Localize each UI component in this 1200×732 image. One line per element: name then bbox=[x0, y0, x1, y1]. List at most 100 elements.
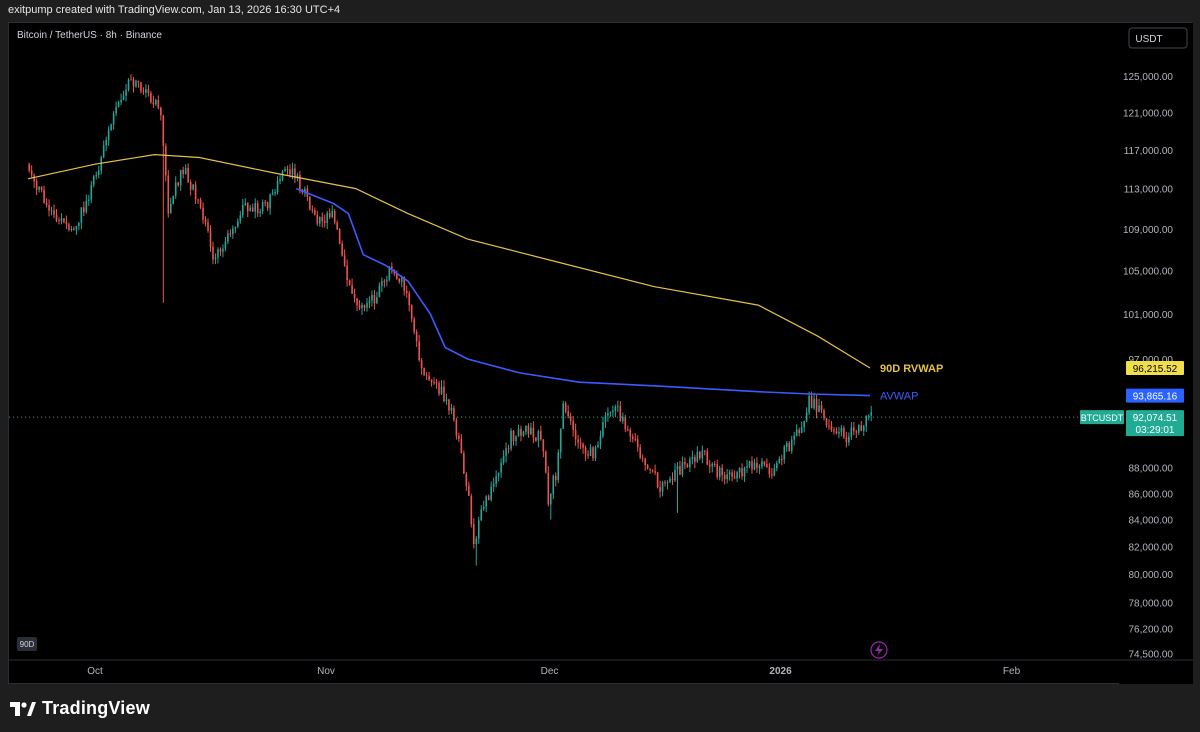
bullish-candle bbox=[70, 225, 73, 232]
bearish-candle bbox=[132, 77, 135, 93]
bearish-candle bbox=[679, 460, 681, 476]
currency-button[interactable]: USDT bbox=[1128, 27, 1188, 49]
candle-body bbox=[58, 220, 60, 222]
bearish-candle bbox=[564, 401, 567, 414]
bullish-candle bbox=[803, 420, 805, 433]
candle-body bbox=[309, 196, 311, 210]
bearish-candle bbox=[520, 425, 522, 442]
bullish-candle bbox=[597, 441, 599, 449]
candle-body bbox=[346, 265, 348, 281]
bullish-candle bbox=[758, 464, 761, 474]
candle-body bbox=[271, 193, 274, 195]
candle-body bbox=[55, 214, 58, 221]
candle-body bbox=[540, 431, 542, 440]
y-tick-label: 125,000.00 bbox=[1123, 72, 1173, 83]
bullish-candle bbox=[38, 186, 40, 193]
bearish-candle bbox=[629, 427, 632, 442]
price-chart[interactable]: 125,000.00 121,000.00 117,000.00 113,000.00… bbox=[9, 23, 1193, 685]
bearish-candle bbox=[535, 437, 537, 443]
candle-body bbox=[83, 207, 85, 213]
bullish-candle bbox=[214, 253, 217, 265]
bearish-candle bbox=[246, 202, 249, 218]
candle-body bbox=[843, 427, 845, 438]
bearish-candle bbox=[346, 259, 348, 287]
bearish-candle bbox=[182, 166, 184, 179]
candle-body bbox=[418, 341, 420, 361]
candle-body bbox=[232, 228, 234, 235]
candle-body bbox=[366, 302, 368, 308]
bearish-candle bbox=[572, 415, 574, 437]
candle-body bbox=[721, 467, 723, 476]
candle-body bbox=[150, 92, 152, 103]
candle-body bbox=[219, 249, 222, 252]
bearish-candle bbox=[435, 379, 438, 389]
candle-body bbox=[641, 457, 644, 459]
bearish-candle bbox=[853, 421, 855, 436]
bullish-candle bbox=[192, 184, 194, 191]
bearish-candle bbox=[706, 448, 709, 466]
bearish-candle bbox=[408, 290, 411, 312]
bearish-candle bbox=[624, 414, 627, 433]
bullish-candle bbox=[284, 166, 286, 173]
bearish-candle bbox=[428, 372, 430, 381]
candle-body bbox=[607, 413, 609, 416]
candle-body bbox=[117, 102, 120, 107]
candle-body bbox=[304, 188, 306, 193]
symbol-tag-bg bbox=[1080, 410, 1124, 425]
bearish-candle bbox=[731, 469, 733, 482]
bearish-candle bbox=[189, 179, 192, 196]
bearish-candle bbox=[751, 456, 753, 474]
candle-body bbox=[703, 450, 706, 452]
candle-body bbox=[468, 486, 470, 496]
candle-body bbox=[780, 458, 783, 460]
candle-body bbox=[274, 191, 276, 194]
y-tick-label: 105,000.00 bbox=[1123, 267, 1173, 278]
candle-body bbox=[751, 461, 753, 470]
candle-body bbox=[179, 169, 182, 186]
candle-body bbox=[795, 429, 798, 436]
bullish-candle bbox=[599, 430, 602, 450]
tradingview-logo-text: TradingView bbox=[42, 698, 150, 718]
candle-body bbox=[90, 184, 93, 200]
bearish-candle bbox=[465, 472, 468, 491]
bearish-candle bbox=[212, 241, 214, 265]
bearish-candle bbox=[708, 460, 711, 474]
bullish-candle bbox=[604, 412, 607, 428]
bearish-candle bbox=[641, 454, 644, 463]
candle-body bbox=[286, 169, 289, 171]
lightning-icon[interactable] bbox=[870, 641, 888, 659]
candle-body bbox=[766, 464, 768, 468]
candle-body bbox=[381, 281, 383, 286]
bullish-candle bbox=[60, 213, 63, 225]
candle-body bbox=[184, 167, 187, 174]
candle-body bbox=[279, 179, 281, 182]
bearish-candle bbox=[373, 289, 376, 310]
candle-body bbox=[356, 298, 358, 306]
candle-body bbox=[450, 407, 453, 411]
bearish-candle bbox=[194, 181, 197, 205]
candle-body bbox=[266, 202, 269, 209]
bullish-candle bbox=[234, 226, 237, 234]
candle-body bbox=[217, 249, 219, 258]
candle-body bbox=[572, 420, 574, 430]
candle-body bbox=[28, 164, 30, 171]
bullish-candle bbox=[681, 456, 684, 478]
tradingview-logo[interactable]: TradingView bbox=[10, 698, 150, 719]
candle-body bbox=[840, 427, 843, 433]
bullish-candle bbox=[522, 430, 525, 437]
candle-body bbox=[264, 202, 266, 204]
candle-body bbox=[798, 429, 800, 433]
bullish-candle bbox=[795, 424, 798, 437]
candle-body bbox=[723, 475, 726, 480]
candle-body bbox=[793, 435, 796, 440]
bullish-candle bbox=[271, 189, 274, 196]
candle-body bbox=[515, 436, 517, 442]
bullish-candle bbox=[105, 136, 107, 152]
candle-body bbox=[321, 216, 324, 222]
bullish-candle bbox=[224, 236, 227, 252]
candle-body bbox=[234, 226, 237, 229]
avwap-label: AVWAP bbox=[880, 391, 919, 403]
candle-body bbox=[564, 403, 567, 412]
chart-area[interactable]: 125,000.00 121,000.00 117,000.00 113,000.00… bbox=[8, 22, 1193, 685]
bullish-candle bbox=[674, 463, 676, 482]
